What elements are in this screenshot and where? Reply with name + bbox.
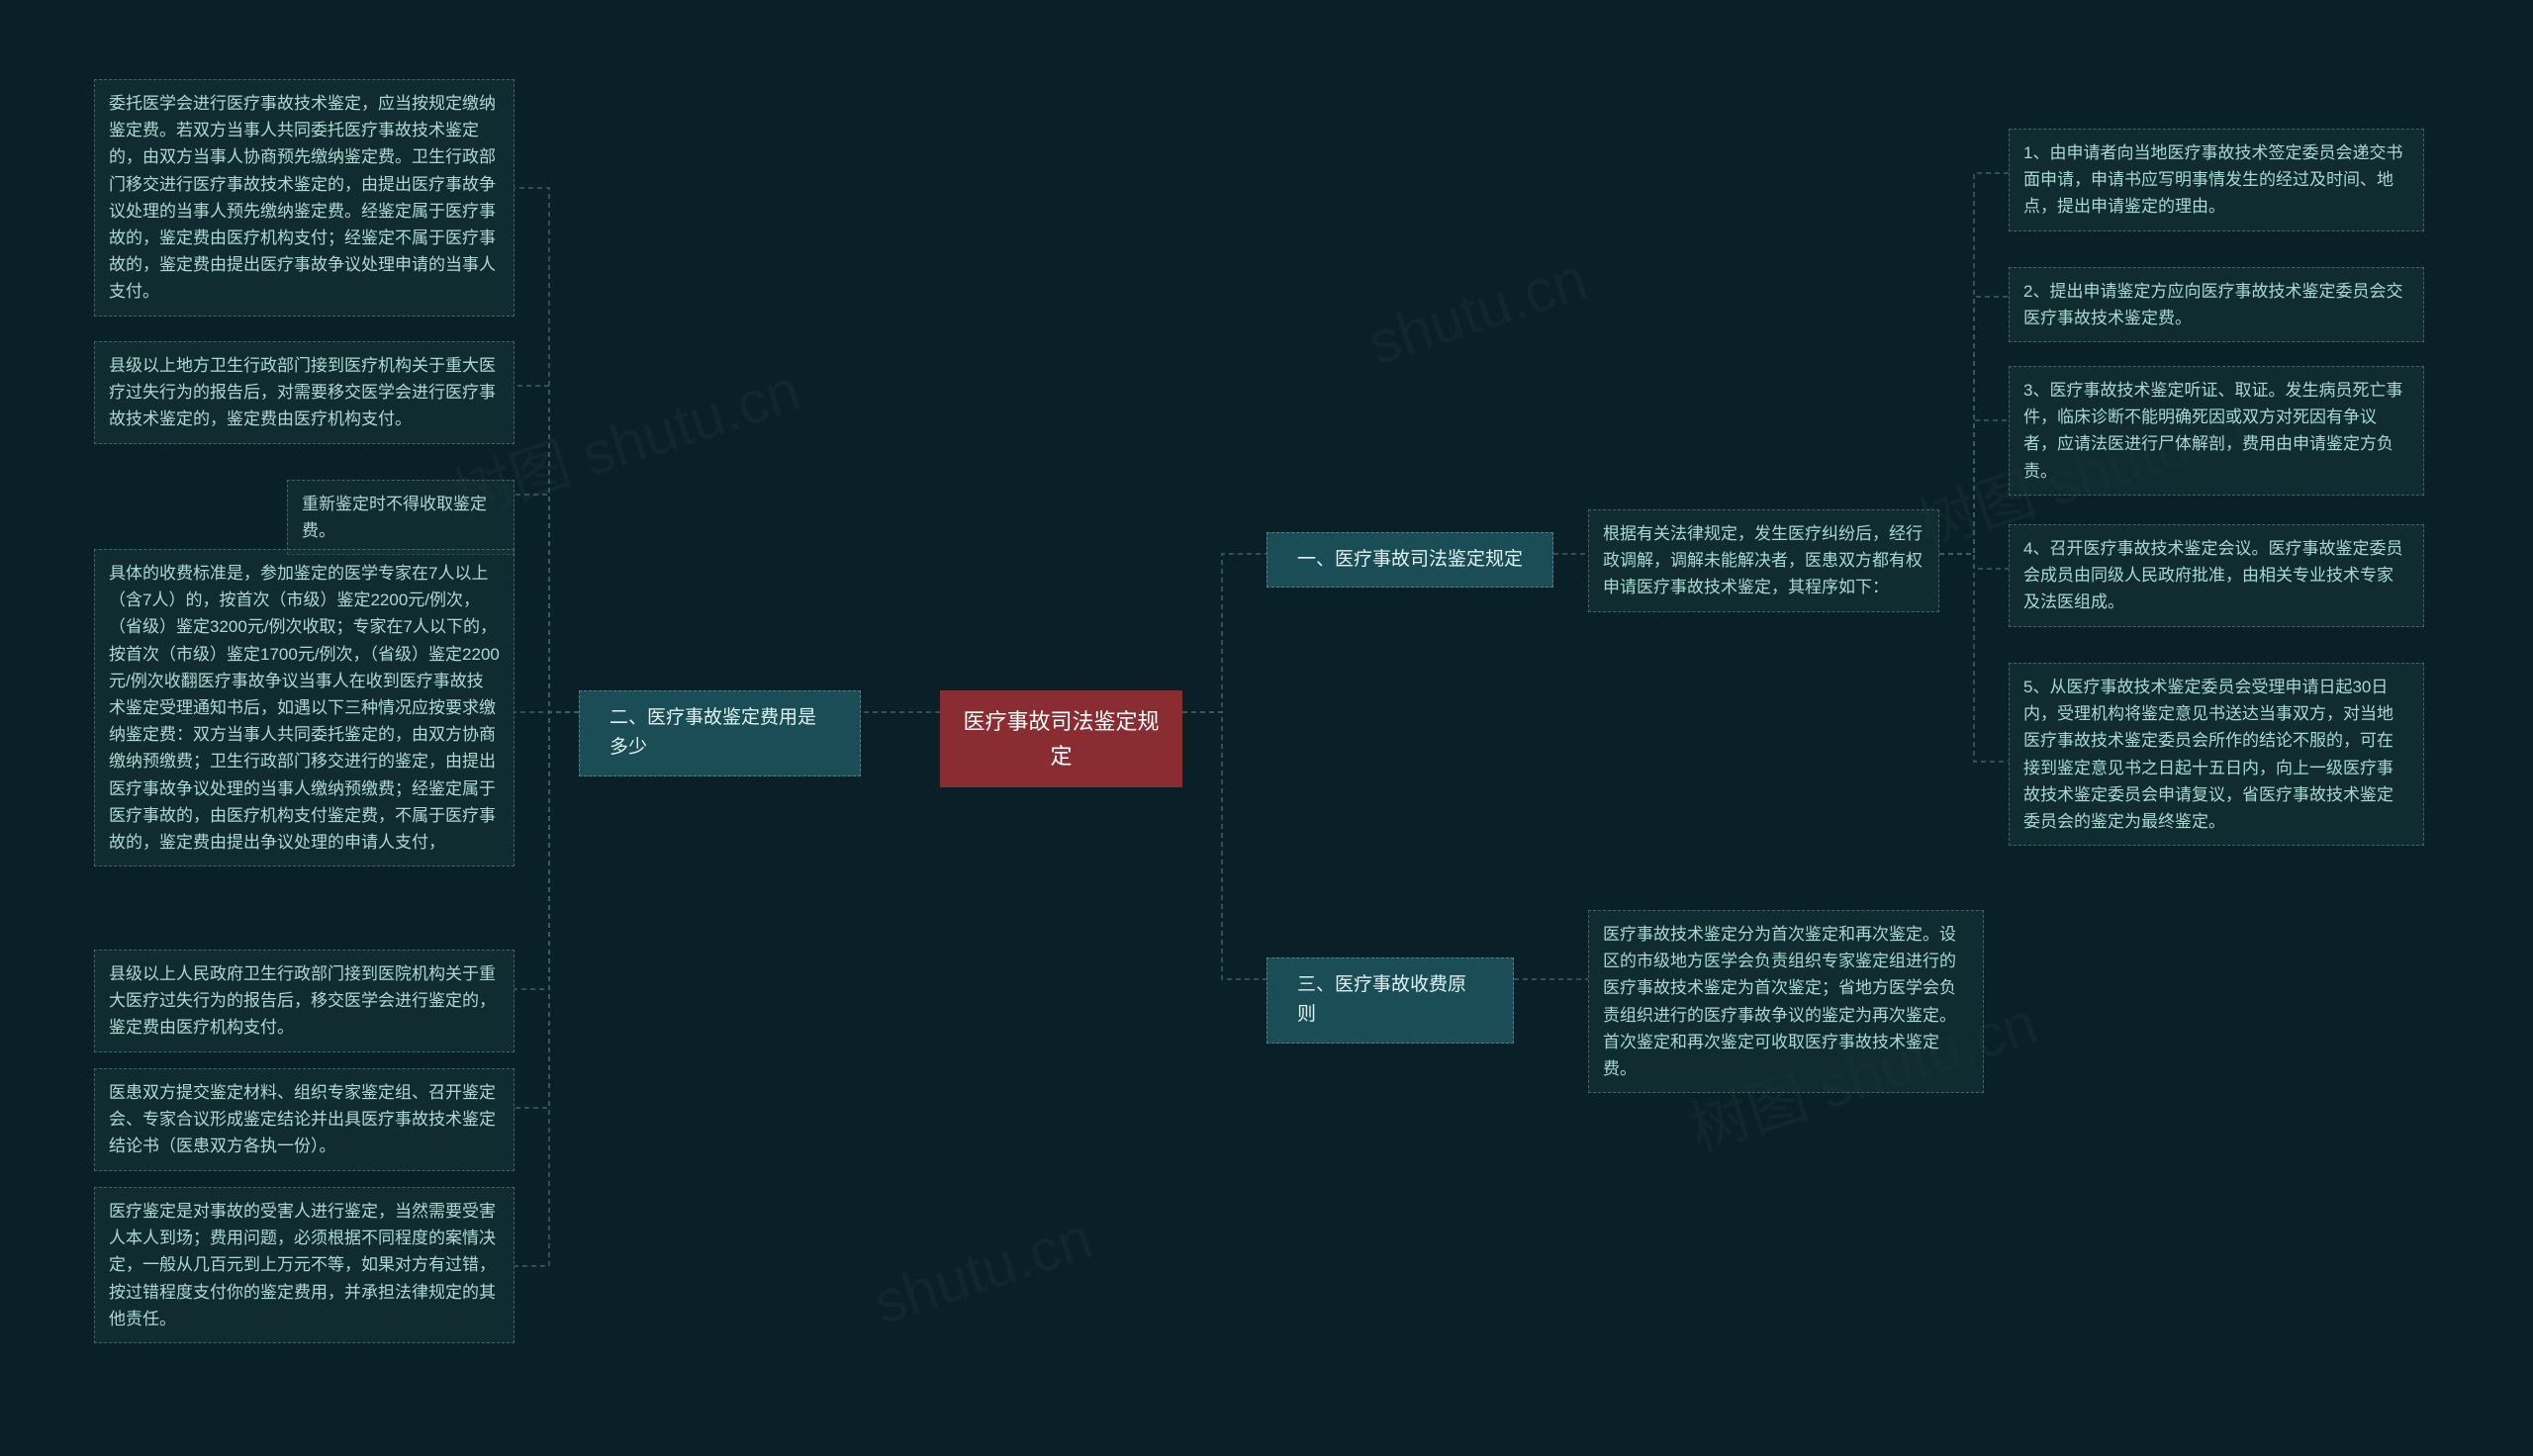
branch-1-item-2: 2、提出申请鉴定方应向医疗事故技术鉴定委员会交医疗事故技术鉴定费。	[2009, 267, 2424, 342]
branch-2-item-1: 委托医学会进行医疗事故技术鉴定，应当按规定缴纳鉴定费。若双方当事人共同委托医疗事…	[94, 79, 515, 317]
branch-2-item-3: 重新鉴定时不得收取鉴定费。	[287, 480, 515, 555]
watermark: shutu.cn	[866, 1204, 1100, 1338]
branch-1-desc: 根据有关法律规定，发生医疗纠纷后，经行政调解，调解未能解决者，医患双方都有权申请…	[1588, 509, 1939, 612]
branch-3-desc: 医疗事故技术鉴定分为首次鉴定和再次鉴定。设区的市级地方医学会负责组织专家鉴定组进…	[1588, 910, 1984, 1093]
watermark: shutu.cn	[1360, 244, 1595, 379]
branch-2-item-2: 县级以上地方卫生行政部门接到医疗机构关于重大医疗过失行为的报告后，对需要移交医学…	[94, 341, 515, 444]
branch-3: 三、医疗事故收费原则	[1266, 957, 1514, 1044]
branch-1: 一、医疗事故司法鉴定规定	[1266, 532, 1553, 588]
root-node: 医疗事故司法鉴定规定	[940, 690, 1182, 787]
branch-2: 二、医疗事故鉴定费用是多少	[579, 690, 861, 776]
branch-2-item-5: 县级以上人民政府卫生行政部门接到医院机构关于重大医疗过失行为的报告后，移交医学会…	[94, 950, 515, 1052]
branch-2-item-4: 具体的收费标准是，参加鉴定的医学专家在7人以上（含7人）的，按首次（市级）鉴定2…	[94, 549, 515, 866]
branch-2-item-6: 医患双方提交鉴定材料、组织专家鉴定组、召开鉴定会、专家合议形成鉴定结论并出具医疗…	[94, 1068, 515, 1171]
branch-1-item-4: 4、召开医疗事故技术鉴定会议。医疗事故鉴定委员会成员由同级人民政府批准，由相关专…	[2009, 524, 2424, 627]
branch-1-item-5: 5、从医疗事故技术鉴定委员会受理申请日起30日内，受理机构将鉴定意见书送达当事双…	[2009, 663, 2424, 846]
branch-1-item-3: 3、医疗事故技术鉴定听证、取证。发生病员死亡事件，临床诊断不能明确死因或双方对死…	[2009, 366, 2424, 496]
branch-1-item-1: 1、由申请者向当地医疗事故技术签定委员会递交书面申请，申请书应写明事情发生的经过…	[2009, 129, 2424, 231]
branch-2-item-7: 医疗鉴定是对事故的受害人进行鉴定，当然需要受害人本人到场；费用问题，必须根据不同…	[94, 1187, 515, 1343]
